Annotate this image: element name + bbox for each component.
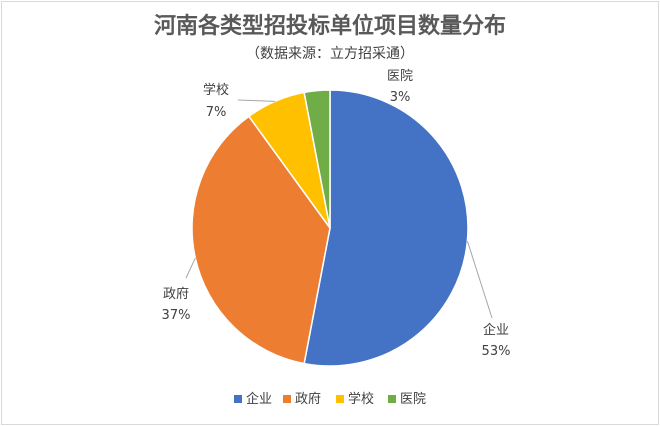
legend-swatch-hospital xyxy=(388,395,396,403)
data-label-hospital-percent: 3% xyxy=(390,90,411,105)
legend-label-school: 学校 xyxy=(348,391,374,407)
legend: 企业 政府 学校 医院 xyxy=(234,391,426,407)
data-label-school-category: 学校 xyxy=(203,82,229,98)
legend-label-enterprise: 企业 xyxy=(246,391,272,407)
leader-line-school xyxy=(237,99,276,102)
legend-label-government: 政府 xyxy=(295,392,321,407)
data-label-enterprise-percent: 53% xyxy=(482,344,511,359)
data-label-hospital-category: 医院 xyxy=(387,69,413,84)
leader-line-government xyxy=(185,257,196,279)
chart-title: 河南各类型招投标单位项目数量分布 xyxy=(154,13,506,39)
data-label-government-category: 政府 xyxy=(163,287,189,302)
legend-swatch-school xyxy=(336,395,344,403)
data-label-enterprise-category: 企业 xyxy=(483,322,509,338)
pie-slice-government xyxy=(191,115,331,365)
legend-swatch-enterprise xyxy=(234,395,242,403)
pie-slice-hospital xyxy=(303,89,331,229)
legend-label-hospital: 医院 xyxy=(400,392,426,407)
leader-line-enterprise xyxy=(466,240,493,319)
pie-slice-enterprise xyxy=(303,89,469,367)
pie-slices xyxy=(191,89,469,367)
data-label-school-percent: 7% xyxy=(206,105,227,120)
chart-subtitle: （数据来源：立方招采通） xyxy=(246,46,414,62)
legend-swatch-government xyxy=(283,395,291,403)
data-label-government-percent: 37% xyxy=(162,308,191,323)
leader-lines xyxy=(185,99,493,319)
